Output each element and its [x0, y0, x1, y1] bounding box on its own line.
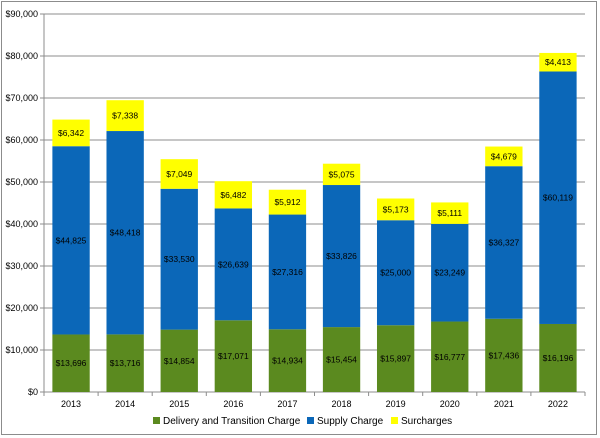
data-label-supply-charge: $60,119	[543, 193, 573, 203]
data-label-supply-charge: $44,825	[56, 235, 87, 245]
x-tick-label: 2013	[61, 399, 81, 409]
y-tick-label: $20,000	[5, 303, 38, 313]
x-tick-label: 2017	[277, 399, 297, 409]
x-tick-label: 2021	[494, 399, 514, 409]
y-tick-label: $90,000	[5, 9, 38, 19]
legend-label-surcharges: Surcharges	[401, 416, 452, 427]
legend-label-supply-charge: Supply Charge	[317, 416, 384, 427]
bar-supply-charge	[160, 188, 198, 330]
bar-delivery-and-transition-charge	[376, 325, 415, 392]
x-tick-label: 2014	[115, 399, 135, 409]
bar-supply-charge	[376, 220, 415, 326]
data-label-supply-charge: $36,327	[488, 237, 519, 247]
bar-supply-charge	[52, 146, 90, 335]
y-axis-tick-labels: $0 $10,000 $20,000 $30,000 $40,000 $50,000 $60…	[5, 9, 38, 397]
bar-supply-charge	[539, 71, 577, 324]
x-tick-label: 2019	[386, 399, 406, 409]
data-label-surcharges: $4,413	[545, 57, 571, 67]
y-tick-label: $80,000	[5, 51, 38, 61]
y-tick-label: $50,000	[5, 177, 38, 187]
data-label-delivery-and-transition-charge: $13,716	[110, 358, 141, 368]
bar-supply-charge	[106, 131, 144, 335]
bar-delivery-and-transition-charge	[160, 329, 198, 392]
data-label-surcharges: $6,482	[220, 190, 246, 200]
bar-delivery-and-transition-charge	[268, 329, 307, 392]
bar-supply-charge	[485, 166, 523, 319]
legend: Delivery and Transition Charge Supply Cha…	[153, 416, 452, 427]
data-label-surcharges: $5,173	[383, 204, 409, 214]
bar-surcharges	[160, 159, 198, 189]
data-label-delivery-and-transition-charge: $15,454	[326, 355, 357, 365]
y-tick-label: $30,000	[5, 261, 38, 271]
data-label-surcharges: $7,338	[112, 111, 138, 121]
x-tick-label: 2020	[440, 399, 460, 409]
data-label-supply-charge: $48,418	[110, 228, 141, 238]
bar-surcharges	[322, 163, 361, 186]
x-tick-label: 2015	[169, 399, 189, 409]
data-label-surcharges: $5,075	[329, 169, 355, 179]
bar-surcharges	[376, 198, 415, 221]
bars	[52, 52, 577, 392]
data-label-supply-charge: $26,639	[218, 259, 249, 269]
y-tick-label: $40,000	[5, 219, 38, 229]
y-tick-label: $10,000	[5, 345, 38, 355]
data-label-surcharges: $7,049	[166, 169, 192, 179]
legend-label-delivery-and-transition-charge: Delivery and Transition Charge	[163, 416, 301, 427]
data-label-surcharges: $6,342	[58, 128, 84, 138]
data-label-delivery-and-transition-charge: $16,777	[434, 352, 465, 362]
bar-supply-charge	[431, 223, 469, 322]
bar-surcharges	[268, 189, 307, 215]
bar-delivery-and-transition-charge	[214, 320, 253, 392]
data-label-supply-charge: $25,000	[380, 268, 411, 278]
bar-delivery-and-transition-charge	[52, 334, 90, 392]
data-label-surcharges: $5,912	[274, 197, 300, 207]
legend-swatch-supply-charge	[307, 417, 314, 424]
bar-surcharges	[52, 119, 90, 147]
bar-surcharges	[106, 100, 144, 132]
x-tick-label: 2018	[332, 399, 352, 409]
data-label-delivery-and-transition-charge: $17,071	[218, 351, 249, 361]
data-label-supply-charge: $23,249	[434, 268, 465, 278]
bar-surcharges	[431, 202, 469, 224]
data-label-surcharges: $5,111	[437, 208, 462, 218]
bar-delivery-and-transition-charge	[106, 334, 144, 392]
bar-delivery-and-transition-charge	[431, 321, 469, 392]
data-label-delivery-and-transition-charge: $13,696	[56, 358, 87, 368]
legend-swatch-delivery-and-transition-charge	[153, 417, 160, 424]
x-tick-label: 2016	[223, 399, 243, 409]
y-tick-label: $60,000	[5, 135, 38, 145]
bar-delivery-and-transition-charge	[485, 318, 523, 392]
data-label-supply-charge: $33,530	[164, 254, 195, 264]
bar-delivery-and-transition-charge	[322, 327, 361, 392]
bar-supply-charge	[322, 185, 361, 328]
data-label-delivery-and-transition-charge: $16,196	[543, 353, 574, 363]
bar-delivery-and-transition-charge	[539, 323, 577, 392]
data-label-delivery-and-transition-charge: $15,897	[380, 354, 411, 364]
bar-surcharges	[214, 181, 253, 209]
data-label-surcharges: $4,679	[491, 151, 517, 161]
bar-surcharges	[539, 52, 577, 72]
y-tick-label: $0	[28, 387, 38, 397]
x-axis-tick-labels: 2013 2014 2015 2016 2017 2018 2019 2020 2021 2022	[61, 399, 568, 409]
bar-surcharges	[485, 146, 523, 167]
data-labels: $13,696 $44,825 $6,342 $13,716 $48,418 $7,338…	[56, 57, 574, 368]
data-label-delivery-and-transition-charge: $14,934	[272, 356, 303, 366]
data-label-supply-charge: $27,316	[272, 267, 303, 277]
bar-supply-charge	[268, 214, 307, 330]
data-label-delivery-and-transition-charge: $14,854	[164, 356, 195, 366]
data-label-delivery-and-transition-charge: $17,436	[488, 350, 519, 360]
bar-supply-charge	[214, 208, 253, 321]
data-label-supply-charge: $33,826	[326, 251, 357, 261]
y-tick-label: $70,000	[5, 93, 38, 103]
legend-swatch-surcharges	[391, 417, 398, 424]
x-tick-label: 2022	[548, 399, 568, 409]
